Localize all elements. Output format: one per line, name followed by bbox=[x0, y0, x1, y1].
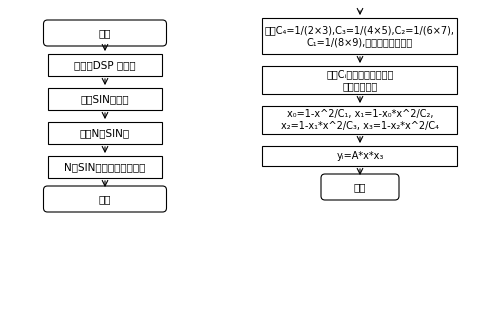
Text: 调用SIN子程序: 调用SIN子程序 bbox=[81, 94, 129, 104]
Text: 系数Cᵢ由程序存储区搬移
到数据存储区: 系数Cᵢ由程序存储区搬移 到数据存储区 bbox=[326, 69, 394, 91]
Text: yᵢ=A*x*x₃: yᵢ=A*x*x₃ bbox=[336, 151, 384, 161]
Text: x₀=1-x^2/C₁, x₁=1-x₀*x^2/C₂,
x₂=1-x₁*x^2/C₃, x₃=1-x₂*x^2/C₄: x₀=1-x^2/C₁, x₁=1-x₀*x^2/C₂, x₂=1-x₁*x^2… bbox=[281, 109, 439, 131]
Text: 计算N个SIN值: 计算N个SIN值 bbox=[80, 128, 130, 138]
FancyBboxPatch shape bbox=[47, 156, 163, 178]
Text: 初始化DSP 及外设: 初始化DSP 及外设 bbox=[74, 60, 136, 70]
Text: 开始: 开始 bbox=[99, 28, 111, 38]
Text: 返回: 返回 bbox=[354, 182, 366, 192]
FancyBboxPatch shape bbox=[321, 174, 399, 200]
FancyBboxPatch shape bbox=[43, 20, 167, 46]
FancyBboxPatch shape bbox=[262, 18, 458, 54]
FancyBboxPatch shape bbox=[47, 88, 163, 110]
FancyBboxPatch shape bbox=[47, 54, 163, 76]
Text: 结束: 结束 bbox=[99, 194, 111, 204]
Text: N个SIN值保存在缓冲区中: N个SIN值保存在缓冲区中 bbox=[64, 162, 146, 172]
FancyBboxPatch shape bbox=[262, 66, 458, 94]
Text: 系数C₄=1/(2×3),C₃=1/(4×5),C₂=1/(6×7),
C₁=1/(8×9),保存在程序存储区: 系数C₄=1/(2×3),C₃=1/(4×5),C₂=1/(6×7), C₁=1… bbox=[265, 25, 455, 47]
FancyBboxPatch shape bbox=[262, 106, 458, 134]
FancyBboxPatch shape bbox=[47, 122, 163, 144]
FancyBboxPatch shape bbox=[262, 146, 458, 166]
FancyBboxPatch shape bbox=[43, 186, 167, 212]
